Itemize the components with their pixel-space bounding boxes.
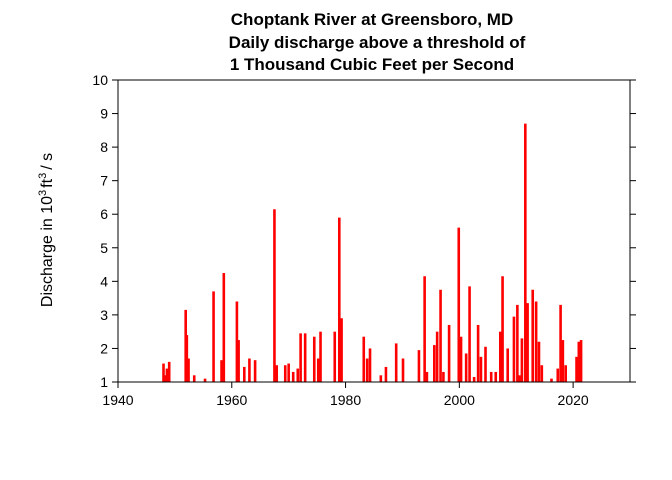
chart-title-line-2: Daily discharge above a threshold of bbox=[229, 33, 526, 52]
x-tick-label: 1960 bbox=[216, 392, 247, 408]
y-tick-label: 8 bbox=[100, 139, 108, 155]
x-tick-label: 1980 bbox=[330, 392, 361, 408]
y-axis-label: Discharge in 103ft3/ s bbox=[37, 153, 56, 307]
y-axis-label-prefix: Discharge in 10 bbox=[39, 196, 56, 307]
y-tick-label: 2 bbox=[100, 340, 108, 356]
y-tick-label: 3 bbox=[100, 307, 108, 323]
y-axis-label-unit: ft bbox=[39, 178, 56, 187]
y-tick-label: 1 bbox=[100, 374, 108, 390]
y-tick-label: 9 bbox=[100, 106, 108, 122]
x-tick-label: 2000 bbox=[444, 392, 475, 408]
x-tick-label: 2020 bbox=[558, 392, 589, 408]
chart-title-line-1: Choptank River at Greensboro, MD bbox=[231, 10, 513, 29]
y-tick-label: 10 bbox=[92, 72, 108, 88]
y-axis-label-suffix: / s bbox=[39, 153, 56, 170]
bar-series bbox=[162, 123, 583, 382]
y-axis-label-unit-exponent: 3 bbox=[37, 173, 49, 179]
y-axis: 1 2 3 4 5 6 7 8 9 10 bbox=[92, 72, 636, 390]
y-axis-label-exponent: 3 bbox=[37, 190, 49, 196]
x-axis: 1940 1960 1980 2000 2020 bbox=[102, 382, 589, 408]
y-tick-label: 4 bbox=[100, 273, 108, 289]
plot-frame bbox=[117, 79, 631, 383]
chart-title-line-3: 1 Thousand Cubic Feet per Second bbox=[230, 55, 514, 74]
x-tick-label: 1940 bbox=[102, 392, 133, 408]
y-tick-label: 5 bbox=[100, 240, 108, 256]
y-tick-label: 7 bbox=[100, 173, 108, 189]
y-tick-label: 6 bbox=[100, 206, 108, 222]
